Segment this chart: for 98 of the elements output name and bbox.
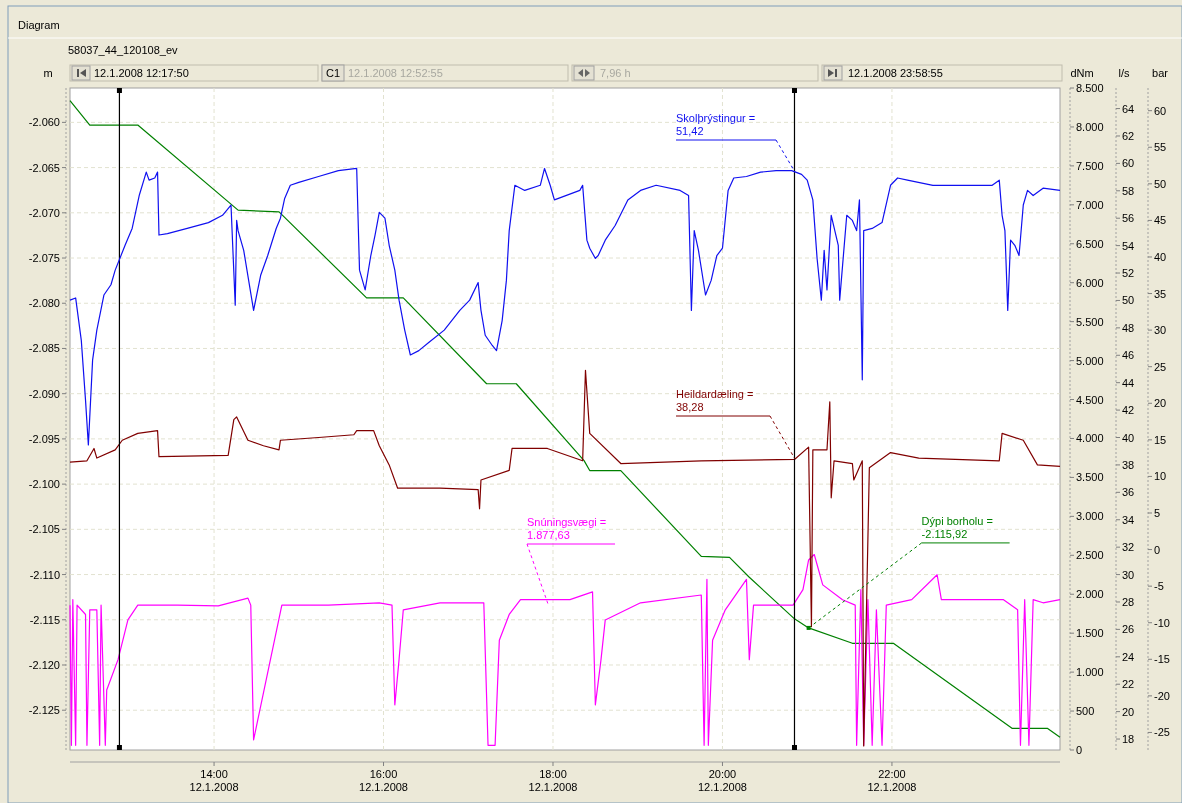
y2-tick-label: 2.500 (1076, 549, 1104, 562)
y3-tick-label: 44 (1122, 376, 1135, 389)
line-series (69, 553, 1061, 746)
y-axis-title: bar (1152, 67, 1169, 79)
annotation: Heildardæling = 38,28 (676, 388, 754, 413)
y3-tick-label: 60 (1122, 157, 1135, 170)
x-tick-label: 14:00 12.1.2008 (189, 768, 239, 793)
y-tick-label: -2.095 (28, 432, 60, 445)
y-tick-label: -2.100 (28, 478, 60, 491)
y3-tick-label: 20 (1122, 705, 1135, 718)
y2-tick-label: 4.000 (1076, 432, 1104, 445)
y2-tick-label: 5.500 (1076, 315, 1104, 328)
y-tick-label: 30 (1154, 324, 1167, 337)
y-tick-label: -2.075 (28, 252, 60, 265)
y3-tick-label: 46 (1122, 349, 1135, 362)
y3-tick-label: 36 (1122, 486, 1135, 499)
y3-tick-label: 52 (1122, 267, 1135, 280)
y2-axis-title: dNm (1070, 67, 1094, 79)
y3-tick-label: 56 (1122, 212, 1135, 225)
y-tick-label: -2.120 (28, 658, 60, 671)
y2-tick-label: 0 (1076, 744, 1083, 756)
text: 12.1.2008 12:52:55 (348, 67, 443, 79)
y2-tick-label: 500 (1076, 705, 1095, 718)
y3-tick-label: 32 (1122, 541, 1135, 554)
x-tick-label: 20:00 12.1.2008 (698, 768, 747, 793)
y3-tick-label: 18 (1122, 733, 1135, 746)
y3-tick-label: 28 (1122, 595, 1135, 608)
y-tick-label: -25 (1154, 726, 1170, 739)
annotation: Snúningsvægi = 1.877,63 (527, 516, 607, 541)
y-tick-label: -2.085 (28, 342, 60, 355)
y3-tick-label: 58 (1122, 184, 1135, 197)
y2-tick-label: 3.000 (1076, 510, 1104, 523)
y-tick-label: -2.090 (28, 387, 60, 400)
y2-tick-label: 6.500 (1076, 237, 1104, 250)
y-tick-label: -20 (1154, 689, 1170, 702)
y2-tick-label: 6.000 (1076, 276, 1104, 289)
y-tick-label: 60 (1154, 104, 1167, 117)
y-axis-title: m (43, 67, 53, 79)
y3-tick-label: 54 (1122, 239, 1135, 252)
y3-tick-label: 50 (1122, 294, 1135, 307)
y2-tick-label: 8.500 (1076, 82, 1104, 94)
y2-tick-label: 2.000 (1076, 588, 1104, 601)
y-tick-label: -2.060 (28, 116, 60, 129)
y2-tick-label: 3.500 (1076, 471, 1104, 484)
y3-axis-title: l/s (1118, 67, 1130, 79)
y2-tick-label: 1.000 (1076, 666, 1104, 679)
y-tick-label: -2.115 (29, 613, 60, 626)
x-tick-label: 18:00 12.1.2008 (528, 768, 578, 793)
x-tick-label: 16:00 12.1.2008 (359, 768, 408, 793)
y3-tick-label: 22 (1122, 678, 1135, 691)
y2-tick-label: 4.500 (1076, 393, 1104, 406)
y2-tick-label: 1.500 (1076, 627, 1104, 640)
y-tick-label: -10 (1154, 616, 1170, 629)
y-tick-label: -2.110 (29, 568, 60, 581)
y-tick-label: -2.125 (28, 704, 60, 717)
text: 7,96 h (600, 67, 631, 79)
y3-tick-label: 42 (1122, 404, 1135, 417)
y-tick-label: 15 (1154, 433, 1167, 446)
x-tick-label: 22:00 12.1.2008 (867, 768, 917, 793)
y3-tick-label: 34 (1122, 513, 1135, 526)
chart-title: 58037_44_120108_ev (68, 44, 178, 56)
y3-tick-label: 26 (1122, 623, 1135, 636)
y-tick-label: 40 (1154, 250, 1167, 263)
y-tick-label: -2.070 (28, 206, 60, 219)
y3-tick-label: 24 (1122, 650, 1135, 663)
y3-tick-label: 62 (1122, 129, 1135, 142)
y-tick-label: 55 (1154, 141, 1167, 154)
y3-tick-label: 30 (1122, 568, 1135, 581)
y-tick-label: 5 (1154, 507, 1161, 519)
y3-tick-label: 64 (1122, 102, 1135, 115)
text: 12.1.2008 12:17:50 (94, 67, 189, 79)
y2-tick-label: 8.000 (1076, 120, 1104, 133)
y2-tick-label: 5.000 (1076, 354, 1104, 367)
y3-tick-label: 48 (1122, 321, 1135, 334)
y-tick-label: 0 (1154, 543, 1161, 556)
y-tick-label: -2.105 (28, 523, 60, 536)
y3-tick-label: 38 (1122, 458, 1135, 471)
line-series (69, 369, 1061, 747)
annotation: Skolþrýstingur = 51,42 (676, 112, 756, 137)
y-tick-label: 45 (1154, 214, 1167, 227)
line-series (69, 100, 1061, 738)
y-tick-label: -5 (1154, 580, 1164, 593)
y-tick-label: 25 (1154, 360, 1167, 373)
y2-tick-label: 7.500 (1076, 159, 1104, 172)
y-tick-label: 10 (1154, 470, 1167, 483)
text: 12.1.2008 23:58:55 (848, 67, 943, 79)
text: C1 (326, 67, 341, 79)
y-tick-label: -15 (1154, 653, 1170, 666)
y3-tick-label: 40 (1122, 431, 1135, 444)
y2-tick-label: 7.000 (1076, 198, 1104, 211)
y-tick-label: 50 (1154, 177, 1167, 190)
y-tick-label: -2.065 (28, 161, 60, 174)
line-series (69, 167, 1061, 446)
y-tick-label: 35 (1154, 287, 1167, 300)
text: Diagram (18, 19, 60, 31)
y-tick-label: -2.080 (28, 297, 60, 310)
y-tick-label: 20 (1154, 397, 1167, 410)
annotation: Dýpi borholu = -2.115,92 (921, 514, 993, 540)
